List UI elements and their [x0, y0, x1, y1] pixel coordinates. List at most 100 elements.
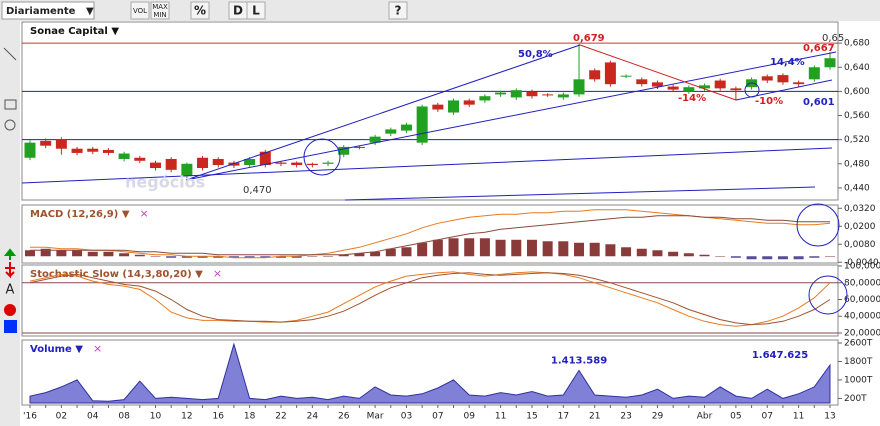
delete-tool[interactable] [4, 304, 16, 316]
x-tick-label: 07 [432, 412, 443, 422]
toolbar-button[interactable] [150, 1, 170, 20]
histogram-bar [134, 254, 145, 257]
candle-body [636, 79, 648, 85]
y-tick-label: 0,600 [844, 87, 870, 97]
candle-body [353, 146, 365, 148]
trend-line [185, 44, 581, 181]
histogram-bar [526, 239, 537, 257]
candle-body [212, 158, 224, 166]
close-button[interactable]: × [140, 207, 149, 220]
histogram-bar [574, 242, 585, 257]
volume-area [29, 342, 831, 404]
down-arrow-tool[interactable] [5, 262, 15, 279]
period-label: Diariamente [6, 6, 76, 17]
candle-body [620, 75, 632, 77]
line-tool[interactable] [3, 47, 17, 61]
candle-body [495, 92, 507, 95]
highlight-circle [744, 82, 760, 98]
period-select[interactable] [1, 1, 95, 20]
toolbar-button-label: MAX [152, 3, 168, 11]
toolbar-button[interactable] [388, 1, 408, 20]
x-tick-label: Abr [697, 412, 713, 422]
y-tick-label: 40,0000 [844, 312, 880, 322]
histogram-bar [668, 251, 679, 257]
candle-body [463, 100, 475, 105]
toolbar-button-label: VOL [133, 7, 147, 15]
histogram-bar [87, 251, 98, 257]
x-tick-label: 13 [824, 412, 835, 422]
histogram-bar [730, 256, 741, 258]
annotation: 0,667 [803, 43, 835, 54]
candle-body [683, 87, 695, 92]
x-tick-label: 02 [56, 412, 67, 422]
x-tick-label: Mar [367, 412, 384, 422]
panel-title: MACD (12,26,9) ▼ [30, 209, 130, 220]
histogram-bar [323, 256, 334, 257]
candle-body [306, 163, 318, 166]
x-tick-label: 17 [558, 412, 569, 422]
x-tick-label: 26 [338, 412, 350, 422]
toolbar [0, 0, 880, 21]
trend-line [185, 51, 837, 181]
histogram-bar [150, 256, 161, 257]
histogram-bar [762, 256, 773, 260]
circle-tool[interactable] [4, 119, 16, 131]
y-tick-label: 200T [844, 394, 867, 404]
histogram-bar [72, 250, 83, 257]
panel-title: Volume ▼ [30, 344, 83, 355]
x-tick-label: 08 [118, 412, 130, 422]
rect-tool[interactable] [4, 99, 17, 110]
close-button[interactable]: × [213, 267, 222, 280]
candle-body [275, 162, 287, 164]
x-tick-label: 11 [793, 412, 804, 422]
y-tick-label: 1800T [844, 357, 873, 367]
x-tick-label: 29 [652, 412, 664, 422]
annotation: -10% [755, 96, 783, 107]
close-button[interactable]: × [93, 342, 102, 355]
annotation: 0,679 [573, 33, 605, 44]
candle-body [291, 162, 303, 166]
candle-body [714, 80, 726, 89]
highlight-circle [303, 138, 341, 176]
histogram-bar [652, 250, 663, 257]
y-tick-label: 1000T [844, 375, 873, 385]
histogram-bar [621, 247, 632, 257]
x-tick-label: 21 [589, 412, 600, 422]
y-tick-label: 80,0000 [844, 278, 880, 288]
histogram-bar [244, 256, 255, 258]
histogram-bar [558, 241, 569, 257]
toolbar-button[interactable] [190, 1, 210, 20]
candle-body [102, 149, 114, 153]
candle-body [761, 76, 773, 81]
histogram-bar [777, 256, 788, 260]
text-tool[interactable]: A [6, 283, 15, 298]
histogram-bar [746, 256, 757, 260]
toolbar-button[interactable] [130, 1, 150, 20]
histogram-bar [25, 250, 35, 257]
candle-body [385, 129, 397, 134]
x-tick-label: 12 [181, 412, 192, 422]
histogram-bar [432, 239, 443, 257]
toolbar-button[interactable] [246, 1, 266, 20]
panel-title: Stochastic Slow (14,3,80,20) ▼ [30, 269, 203, 280]
watermark: negócios [125, 173, 205, 192]
x-tick-label: 15 [526, 412, 537, 422]
up-arrow-tool[interactable] [3, 248, 17, 260]
histogram-bar [479, 238, 490, 257]
candle-body [40, 140, 52, 146]
y-tick-label: 0,0200 [844, 222, 876, 232]
x-tick-label: 03 [401, 412, 412, 422]
color-tool[interactable] [4, 320, 17, 333]
panel [21, 21, 839, 201]
candle-body [338, 146, 350, 155]
histogram-bar [354, 253, 365, 257]
y-tick-label: 0,520 [844, 135, 870, 145]
candle-body [793, 82, 805, 85]
series-line [29, 272, 831, 326]
x-tick-label: 05 [730, 412, 741, 422]
histogram-bar [307, 256, 318, 257]
x-tick-label: 09 [463, 412, 475, 422]
y-tick-label: 60,0000 [844, 295, 880, 305]
histogram-bar [825, 256, 835, 257]
highlight-circle [796, 203, 840, 247]
